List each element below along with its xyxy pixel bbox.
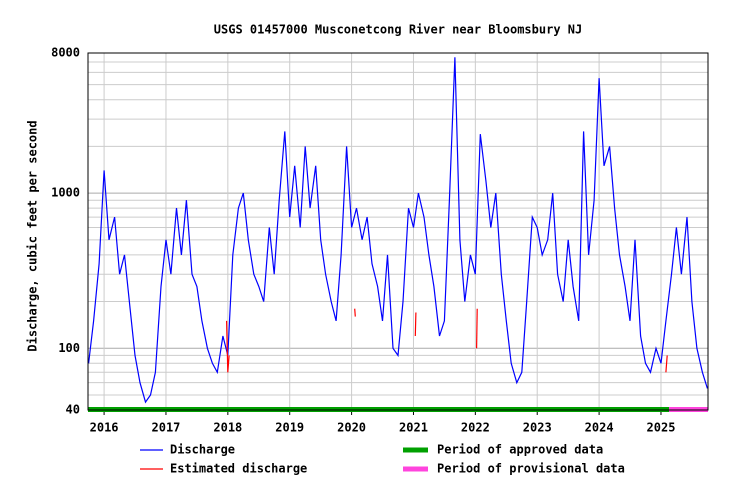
data-line xyxy=(354,308,356,317)
plot-area xyxy=(88,53,708,410)
x-tick-label: 2019 xyxy=(275,421,304,435)
x-tick-label: 2021 xyxy=(399,421,428,435)
legend-label: Estimated discharge xyxy=(170,462,307,476)
x-tick-label: 2020 xyxy=(337,421,366,435)
plot-frame xyxy=(87,52,709,411)
y-tick-label: 8000 xyxy=(51,46,80,60)
chart-title: USGS 01457000 Musconetcong River near Bl… xyxy=(214,23,582,37)
x-tick-label: 2023 xyxy=(523,421,552,435)
legend-label: Period of provisional data xyxy=(437,462,625,476)
data-line xyxy=(226,320,230,373)
x-tick-label: 2016 xyxy=(90,421,119,435)
y-tick-label: 40 xyxy=(66,403,80,417)
x-tick-label: 2022 xyxy=(461,421,490,435)
y-axis-label: Discharge, cubic feet per second xyxy=(26,120,40,351)
x-tick-label: 2024 xyxy=(585,421,614,435)
legend-swatch xyxy=(403,466,428,472)
legend-swatch xyxy=(403,447,428,453)
y-tick-label: 1000 xyxy=(51,186,80,200)
data-line xyxy=(665,355,668,373)
x-tick-label: 2025 xyxy=(647,421,676,435)
data-line xyxy=(476,308,478,349)
legend-label: Discharge xyxy=(170,443,235,457)
x-tick-label: 2018 xyxy=(213,421,242,435)
x-tick-label: 2017 xyxy=(152,421,181,435)
data-line xyxy=(414,312,417,337)
legend-label: Period of approved data xyxy=(437,443,603,457)
y-tick-label: 100 xyxy=(58,341,80,355)
data-line xyxy=(88,57,708,404)
